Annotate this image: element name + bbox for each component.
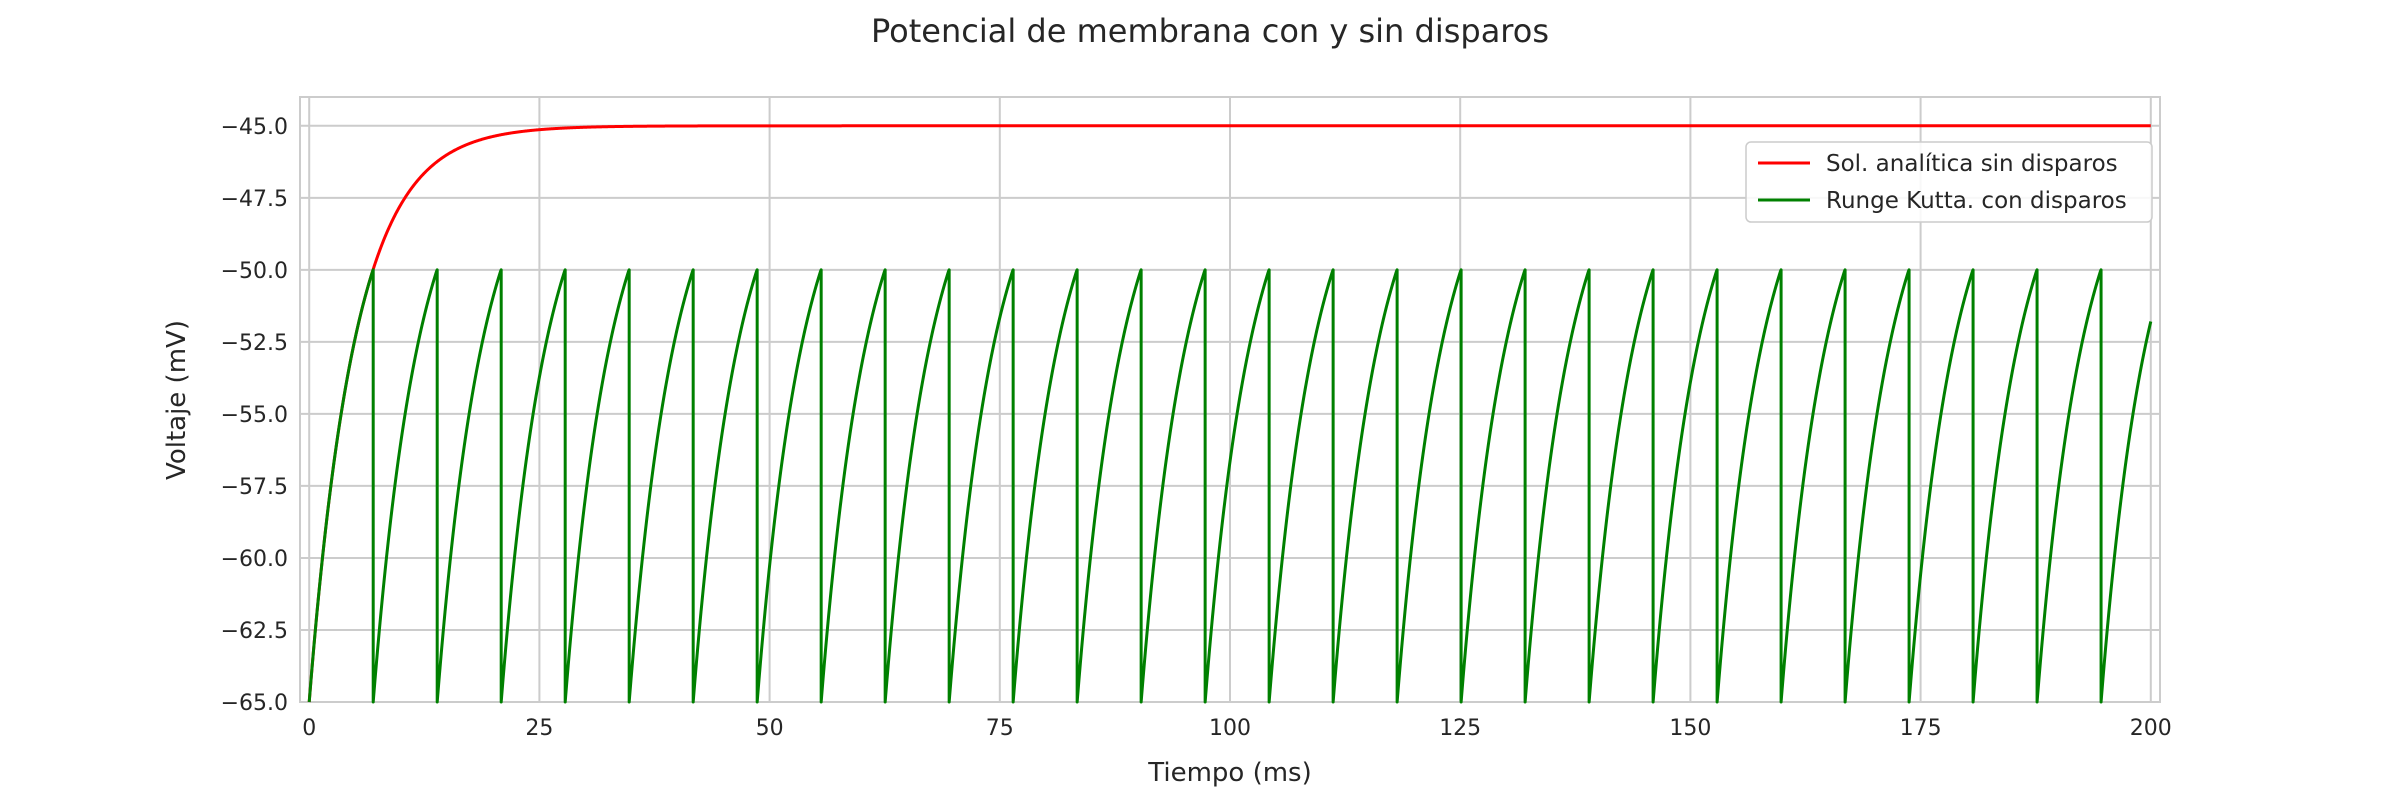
- x-tick-label: 200: [2130, 716, 2172, 741]
- x-tick-label: 100: [1209, 716, 1251, 741]
- series-layer: [307, 124, 2153, 704]
- x-tick-label: 25: [525, 716, 553, 741]
- y-tick-label: −57.5: [221, 475, 288, 500]
- series-line-analytic: [307, 124, 2152, 703]
- legend-label-analytic: Sol. analítica sin disparos: [1826, 151, 2118, 177]
- legend-label-runge-kutta: Runge Kutta. con disparos: [1826, 188, 2127, 214]
- legend: Sol. analítica sin disparos Runge Kutta.…: [1745, 141, 2153, 223]
- y-tick-label: −62.5: [221, 619, 288, 644]
- x-axis-ticks: 0 25 50 75 100 125 150 175 200: [302, 716, 2172, 741]
- y-tick-label: −60.0: [221, 547, 288, 572]
- y-tick-label: −65.0: [221, 691, 288, 716]
- x-axis-label: Tiempo (ms): [1147, 758, 1311, 788]
- x-tick-label: 150: [1669, 716, 1711, 741]
- y-tick-label: −47.5: [221, 187, 288, 212]
- x-tick-label: 75: [986, 716, 1014, 741]
- y-tick-label: −50.0: [221, 259, 288, 284]
- chart-title: Potencial de membrana con y sin disparos: [871, 12, 1549, 50]
- y-tick-label: −45.0: [221, 115, 288, 140]
- y-tick-label: −55.0: [221, 403, 288, 428]
- y-tick-label: −52.5: [221, 331, 288, 356]
- x-tick-label: 0: [302, 716, 316, 741]
- x-tick-label: 175: [1900, 716, 1942, 741]
- plot-area-border: [299, 96, 2161, 703]
- legend-box: [1745, 141, 2153, 223]
- series-line-runge-kutta: [307, 268, 2153, 704]
- x-tick-label: 125: [1439, 716, 1481, 741]
- y-axis-label: Voltaje (mV): [162, 320, 192, 480]
- y-axis-ticks: −65.0 −62.5 −60.0 −57.5 −55.0 −52.5 −50.0 −47.5…: [221, 115, 288, 716]
- x-tick-label: 50: [756, 716, 784, 741]
